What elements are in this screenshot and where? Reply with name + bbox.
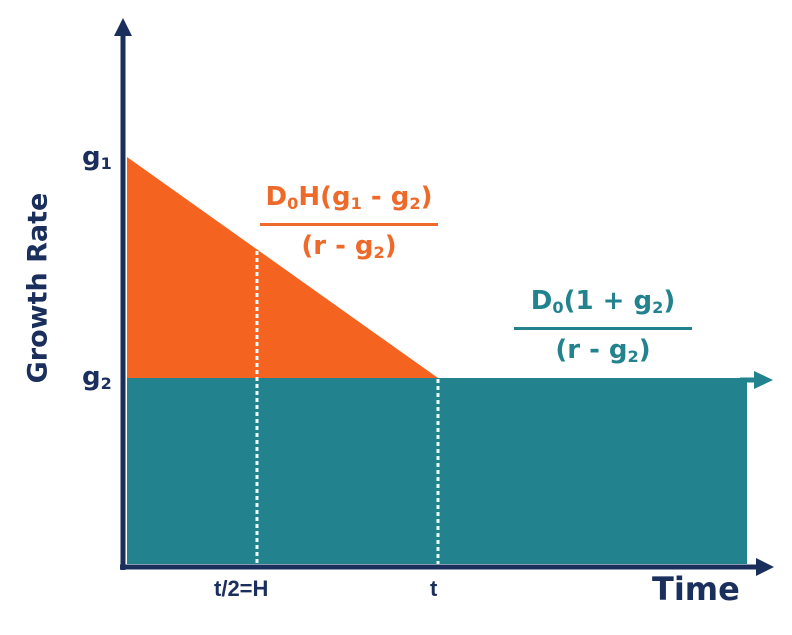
tick-base: g: [82, 362, 101, 392]
stable-growth-formula: D0(1 + g2) (r - g2): [514, 284, 692, 374]
tick-base: g: [82, 142, 101, 172]
tick-sub: 2: [100, 374, 112, 393]
fraction-bar: [260, 223, 438, 227]
formula-denominator: (r - g2): [301, 231, 397, 263]
y-tick-g1: g1: [82, 142, 112, 173]
formula-numerator: D0(1 + g2): [530, 286, 676, 318]
high-growth-formula: D0H(g1 - g2) (r - g2): [260, 180, 438, 270]
x-axis-arrow-icon: [756, 558, 774, 576]
g2-arrow-head-icon: [754, 371, 773, 389]
y-tick-g2: g2: [82, 362, 112, 393]
fraction-bar: [514, 327, 692, 331]
high-growth-area: [127, 157, 438, 378]
formula-numerator: D0H(g1 - g2): [265, 182, 433, 214]
formula-denominator: (r - g2): [555, 335, 651, 367]
x-tick-h: t/2=H: [214, 576, 269, 601]
y-axis-label: Growth Rate: [22, 192, 54, 384]
y-axis-arrow-icon: [114, 18, 132, 36]
x-tick-t: t: [430, 576, 438, 601]
x-axis-label: Time: [652, 570, 740, 608]
tick-sub: 1: [100, 154, 112, 173]
